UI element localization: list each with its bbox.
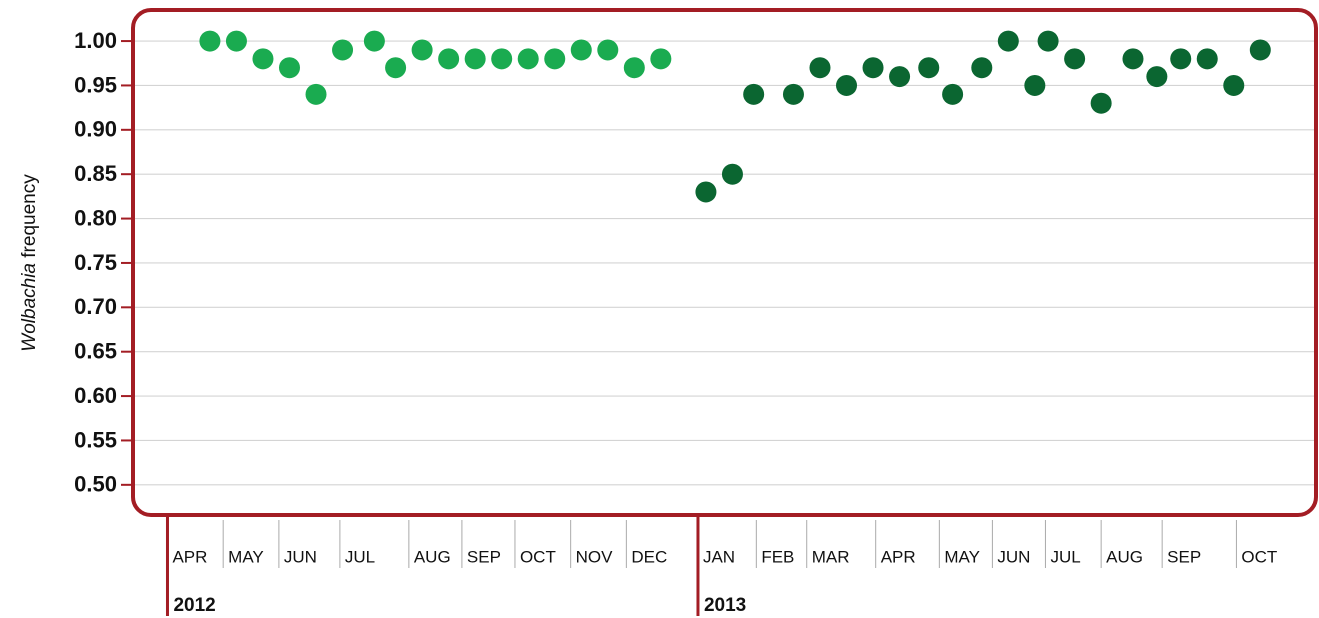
point [942,83,964,105]
y-tick-label: 0.50 [74,472,117,497]
x-tick-label: MAR [812,547,850,566]
point [1064,48,1086,70]
x-tick-label: SEP [467,547,501,566]
point [411,39,433,61]
point [252,48,274,70]
point [782,83,804,105]
point [1090,92,1112,114]
x-tick-label: SEP [1167,547,1201,566]
point [809,57,831,79]
point [836,74,858,96]
point [199,30,221,52]
point [889,66,911,88]
point [385,57,407,79]
x-tick-label: OCT [1241,547,1277,566]
point [997,30,1019,52]
x-tick-label: JUN [284,547,317,566]
point [305,83,327,105]
point [1170,48,1192,70]
point [695,181,717,203]
year-label: 2013 [704,595,746,616]
point [862,57,884,79]
point [544,48,566,70]
x-tick-label: APR [881,547,916,566]
point [570,39,592,61]
plot-frame [131,8,1318,517]
point [225,30,247,52]
point [517,48,539,70]
point [1037,30,1059,52]
x-tick-label: JUL [1050,547,1080,566]
x-tick-label: DEC [631,547,667,566]
y-axis-label-rest: frequency [19,174,40,258]
point [363,30,385,52]
x-tick-label: MAY [944,547,980,566]
y-tick-label: 0.60 [74,383,117,408]
point [464,48,486,70]
y-axis-label-italic: Wolbachia [19,263,40,352]
point [278,57,300,79]
point [1024,74,1046,96]
y-tick-label: 0.85 [74,161,117,186]
y-tick-label: 0.80 [74,205,117,230]
point [491,48,513,70]
point [597,39,619,61]
point [971,57,993,79]
point [1223,74,1245,96]
year-label: 2012 [173,595,215,616]
x-tick-label: MAY [228,547,264,566]
y-tick-label: 0.90 [74,117,117,142]
point [332,39,354,61]
point [918,57,940,79]
point [1122,48,1144,70]
point [1196,48,1218,70]
point [721,163,743,185]
point [623,57,645,79]
x-tick-label: AUG [414,547,451,566]
x-tick-label: OCT [520,547,556,566]
x-tick-label: NOV [576,547,614,566]
y-tick-label: 1.00 [74,28,117,53]
y-tick-label: 0.70 [74,294,117,319]
y-tick-label: 0.95 [74,72,117,97]
point [650,48,672,70]
y-tick-label: 0.75 [74,250,117,275]
y-tick-label: 0.65 [74,339,117,364]
y-tick-label: 0.55 [74,427,117,452]
x-tick-label: AUG [1106,547,1143,566]
point [1146,66,1168,88]
point [438,48,460,70]
y-axis-label: Wolbachia frequency [19,174,40,352]
x-tick-label: JUL [345,547,375,566]
x-tick-label: FEB [761,547,794,566]
x-tick-label: JAN [703,547,735,566]
point [1249,39,1271,61]
point [743,83,765,105]
x-tick-label: JUN [997,547,1030,566]
x-tick-label: APR [172,547,207,566]
